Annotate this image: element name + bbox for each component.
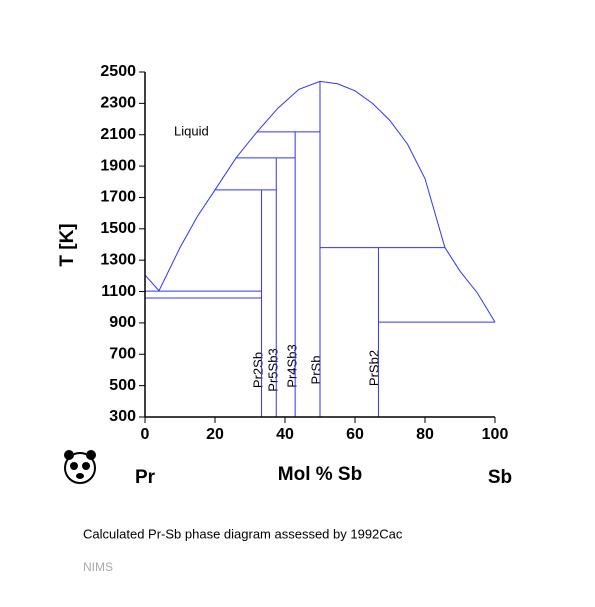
phase-label: Pr4Sb3 [284,344,299,387]
phase-label: Pr2Sb [250,352,265,388]
y-tick-label: 2100 [100,126,136,143]
y-axis-label: T [K] [57,223,78,266]
y-tick-label: 1900 [100,157,136,174]
logo [64,450,96,484]
y-tick-label: 1700 [100,189,136,206]
footer: NIMS [83,560,113,574]
y-tick-label: 2300 [100,95,136,112]
right-label: Sb [488,467,512,488]
x-axis-label: Mol % Sb [278,464,362,485]
x-tick-label: 0 [141,426,150,443]
x-tick-label: 20 [206,426,224,443]
y-tick-label: 900 [109,314,136,331]
y-tick-label: 700 [109,345,136,362]
x-tick-label: 40 [276,426,294,443]
caption: Calculated Pr-Sb phase diagram assessed … [83,526,403,541]
y-tick-label: 300 [109,408,136,425]
region-label: Liquid [174,123,209,138]
x-tick-label: 100 [482,426,509,443]
phase-label: PrSb2 [366,350,381,386]
y-tick-label: 1500 [100,220,136,237]
y-tick-label: 1300 [100,251,136,268]
x-tick-label: 80 [416,426,434,443]
x-tick-label: 60 [346,426,364,443]
left-label: Pr [135,467,156,488]
phase-label: Pr5Sb3 [265,348,280,391]
phase-label: PrSb [308,356,323,385]
phase-line [144,80,496,323]
y-tick-label: 1100 [101,283,136,300]
y-tick-label: 2500 [100,63,136,80]
y-tick-label: 500 [109,377,136,394]
